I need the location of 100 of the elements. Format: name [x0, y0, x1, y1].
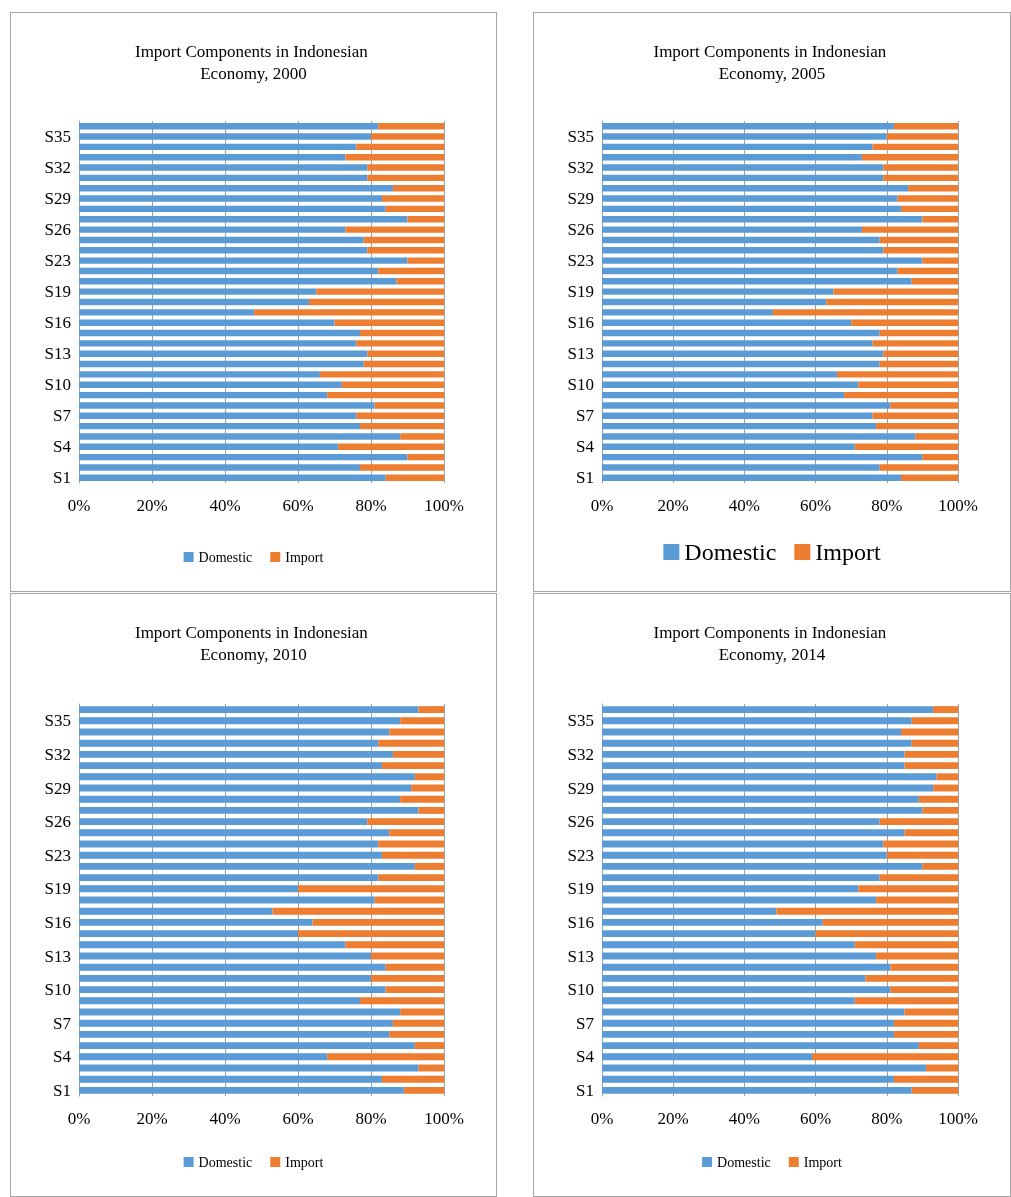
bar: [79, 862, 415, 870]
bar: [883, 247, 958, 254]
chart-title: Import Components in Indonesian Economy, 2014: [653, 622, 891, 664]
bar: [381, 851, 444, 859]
x-tick-label: 60%: [800, 1109, 832, 1128]
bar: [602, 474, 902, 482]
bar: [854, 443, 958, 451]
bar: [79, 1019, 393, 1027]
y-tick-label: S26: [44, 220, 71, 240]
bar: [79, 247, 368, 254]
bar: [79, 174, 368, 182]
bar: [79, 1053, 328, 1061]
bar: [385, 986, 444, 994]
bar: [79, 851, 382, 859]
bar: [911, 1086, 958, 1094]
x-tick-label: 20%: [136, 1109, 168, 1128]
bar: [345, 226, 444, 233]
bar: [79, 402, 375, 409]
x-tick-label: 100%: [938, 1109, 978, 1128]
y-tick-label: S4: [576, 437, 595, 457]
bar: [812, 1053, 958, 1061]
bar: [407, 257, 444, 264]
bar: [602, 381, 859, 388]
bar: [772, 309, 958, 316]
bar: [879, 360, 958, 368]
x-tick-label: 40%: [209, 1109, 241, 1128]
bar: [407, 216, 444, 223]
x-tick-label: 60%: [800, 496, 832, 515]
bar: [602, 443, 855, 451]
bar: [79, 164, 368, 171]
bar: [385, 474, 444, 482]
bar: [602, 739, 912, 747]
y-tick-label: S1: [53, 1080, 71, 1100]
bar: [918, 1042, 958, 1050]
x-tick-label: 40%: [209, 496, 241, 515]
bar: [79, 350, 368, 357]
bar: [602, 288, 834, 295]
bar: [908, 185, 958, 192]
bar: [79, 360, 364, 368]
bar: [79, 750, 393, 758]
bar: [79, 216, 408, 223]
bar: [602, 174, 884, 182]
bar: [79, 885, 298, 893]
bar: [872, 412, 958, 419]
bar: [79, 918, 313, 926]
bar: [360, 464, 444, 471]
bar: [602, 1053, 813, 1061]
bar: [822, 918, 958, 926]
y-tick-label: S29: [44, 189, 71, 209]
bar: [79, 464, 361, 471]
bar: [602, 1042, 919, 1050]
y-tick-label: S26: [567, 812, 594, 832]
legend-label: Import: [285, 549, 324, 565]
y-tick-label: S26: [44, 812, 71, 832]
y-tick-label: S35: [44, 127, 71, 147]
bar: [400, 795, 444, 803]
bar: [319, 371, 444, 378]
bar: [79, 874, 379, 882]
bar: [79, 267, 379, 275]
bar: [602, 930, 816, 938]
y-tick-label: S19: [567, 282, 594, 302]
bar: [602, 164, 884, 171]
x-tick-label: 40%: [728, 1109, 760, 1128]
bar: [602, 963, 891, 971]
y-tick-label: S23: [44, 251, 71, 271]
bar: [360, 997, 444, 1005]
legend-label: Domestic: [717, 1154, 771, 1170]
bar: [356, 340, 444, 347]
bar: [602, 818, 880, 826]
y-tick-label: S13: [567, 344, 594, 364]
bar: [378, 739, 444, 747]
x-tick-label: 100%: [424, 496, 464, 515]
bar: [879, 818, 958, 826]
y-tick-label: S13: [44, 344, 71, 364]
bar: [79, 706, 419, 714]
x-tick-label: 20%: [657, 1109, 689, 1128]
bar: [858, 885, 958, 893]
bar: [883, 164, 958, 171]
bar: [79, 185, 393, 192]
chart-title: Import Components in Indonesian Economy, 2010: [134, 622, 373, 664]
bar: [414, 1042, 444, 1050]
bar: [602, 247, 884, 254]
bar: [79, 997, 361, 1005]
bar: [79, 391, 328, 399]
bar: [915, 433, 958, 440]
bar: [879, 464, 958, 471]
bar: [363, 236, 444, 244]
bar: [602, 205, 902, 213]
bar: [922, 862, 958, 870]
y-tick-label: S7: [53, 1013, 72, 1033]
bar: [79, 443, 339, 451]
bar: [602, 143, 873, 151]
bar: [79, 381, 342, 388]
x-tick-label: 0%: [67, 496, 91, 515]
bar: [418, 706, 444, 714]
bar: [602, 874, 880, 882]
bar: [602, 257, 923, 264]
y-tick-label: S29: [44, 778, 71, 798]
y-tick-label: S1: [576, 1080, 594, 1100]
bar: [298, 885, 444, 893]
